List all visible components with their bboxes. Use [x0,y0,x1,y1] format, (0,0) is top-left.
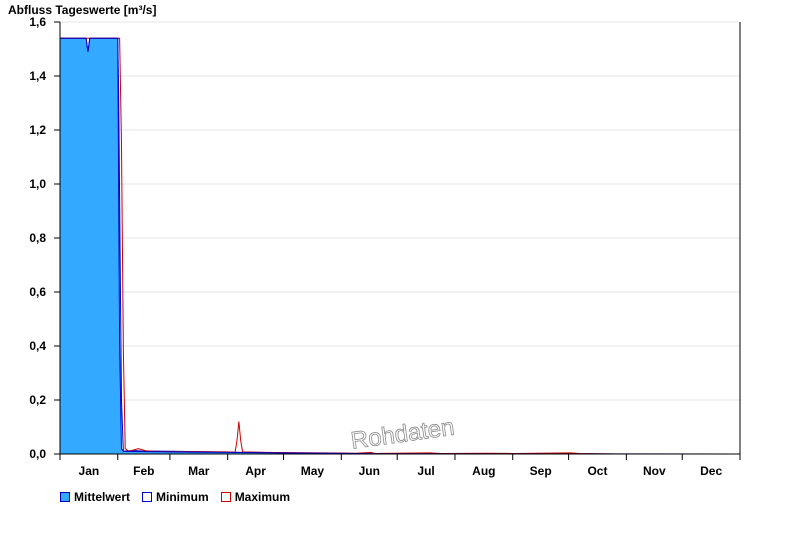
legend-item-mittelwert: Mittelwert [60,490,130,504]
legend-item-maximum: Maximum [220,490,291,504]
y-tick-label: 1,6 [29,15,46,29]
y-axis-ticks: 0,0 0,2 0,4 0,6 0,8 1,0 1,2 1,4 1,6 [29,15,60,461]
plot-area [60,37,741,455]
series-mittelwert-line [60,37,740,455]
x-tick-label: Jun [359,464,380,478]
x-tick-label: Apr [245,464,266,478]
x-tick-label: Mar [188,464,210,478]
y-tick-label: 0,2 [29,393,46,407]
x-axis-ticks: Jan Feb Mar Apr May Jun Jul Aug Sep Oct Nov Dec [59,454,741,478]
x-tick-label: May [301,464,325,478]
x-tick-label: Jan [79,464,100,478]
legend-item-minimum: Minimum [142,490,209,504]
x-tick-label: Jul [417,464,434,478]
x-tick-label: Sep [530,464,552,478]
watermark: Rohdaten [349,414,456,455]
y-tick-label: 0,0 [29,447,46,461]
chart-title: Abfluss Tageswerte [m³/s] [8,3,156,17]
x-tick-label: Dec [700,464,722,478]
x-tick-label: Aug [472,464,495,478]
x-tick-label: Feb [133,464,154,478]
y-tick-label: 1,0 [29,177,46,191]
series-mittelwert-area [60,38,740,454]
legend-swatch-minimum [142,492,153,502]
y-tick-label: 1,4 [29,69,46,83]
y-tick-label: 0,8 [29,231,46,245]
grid-lines [60,21,740,401]
legend-label-mittelwert: Mittelwert [74,490,131,504]
x-tick-label: Oct [587,464,607,478]
x-tick-label: Nov [643,464,666,478]
legend-swatch-maximum [220,492,231,502]
legend-label-maximum: Maximum [234,490,291,504]
y-tick-label: 1,2 [29,123,46,137]
y-tick-label: 0,4 [29,339,46,353]
series-maximum-line [60,37,740,455]
y-tick-label: 0,6 [29,285,46,299]
legend: Mittelwert Minimum Maximum [60,490,290,504]
legend-label-minimum: Minimum [156,490,209,504]
legend-swatch-mittelwert [60,492,70,502]
series-minimum-line [60,37,741,455]
